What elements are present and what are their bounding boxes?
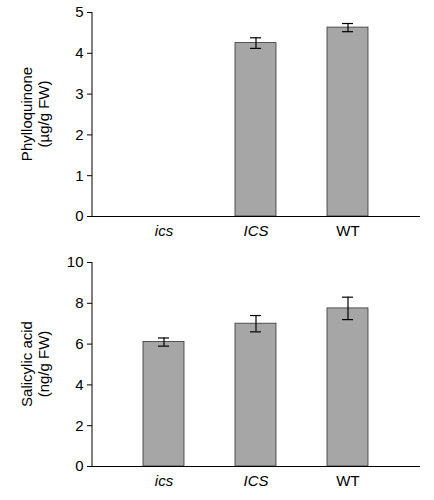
- svg-text:2: 2: [75, 126, 83, 143]
- svg-text:Phylloquinone(µg/g FW): Phylloquinone(µg/g FW): [18, 67, 52, 161]
- svg-text:2: 2: [75, 417, 83, 434]
- svg-text:0: 0: [75, 207, 83, 224]
- svg-text:3: 3: [75, 85, 83, 102]
- svg-text:5: 5: [75, 3, 83, 20]
- svg-text:6: 6: [75, 335, 83, 352]
- svg-text:Salicylic acid(ng/g FW): Salicylic acid(ng/g FW): [18, 321, 52, 407]
- svg-text:WT: WT: [336, 472, 359, 489]
- svg-text:ics: ics: [155, 472, 174, 489]
- svg-text:ICS: ICS: [243, 222, 268, 239]
- svg-text:0: 0: [75, 457, 83, 474]
- svg-text:WT: WT: [336, 222, 359, 239]
- svg-text:ICS: ICS: [243, 472, 268, 489]
- svg-text:ics: ics: [155, 222, 174, 239]
- svg-text:4: 4: [75, 376, 83, 393]
- svg-text:4: 4: [75, 44, 83, 61]
- svg-text:1: 1: [75, 167, 83, 184]
- svg-text:8: 8: [75, 294, 83, 311]
- svg-text:10: 10: [67, 253, 84, 270]
